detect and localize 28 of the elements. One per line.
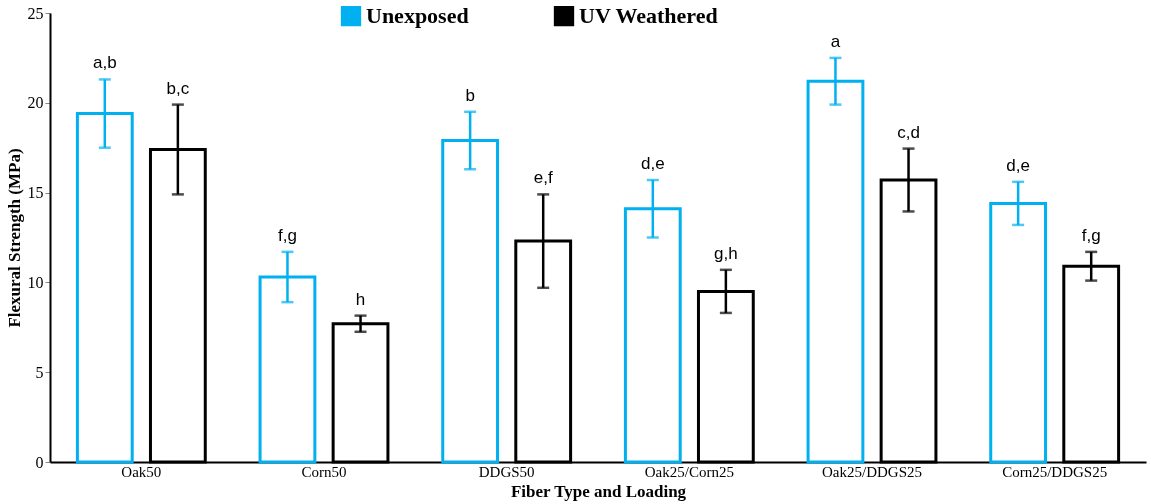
- data-label: c,d: [897, 122, 920, 142]
- data-label: b: [465, 85, 475, 105]
- data-label: e,f: [533, 168, 553, 188]
- data-label: a: [830, 31, 841, 51]
- x-tick-label: Corn50: [301, 463, 347, 480]
- legend-label: Unexposed: [366, 3, 469, 29]
- y-tick-label: 0: [35, 453, 44, 471]
- legend-label: UV Weathered: [579, 3, 718, 29]
- data-label: f,g: [1081, 225, 1101, 245]
- y-tick-label: 20: [27, 94, 44, 112]
- data-label: g,h: [714, 243, 738, 263]
- data-label: d,e: [1006, 155, 1030, 175]
- data-label: f,g: [278, 225, 297, 245]
- y-tick-label: 25: [27, 4, 44, 22]
- data-label: d,e: [640, 154, 665, 174]
- x-axis-title: Fiber Type and Loading: [510, 481, 687, 501]
- x-tick-label: Oak25/DDGS25: [822, 463, 922, 480]
- y-tick-label: 10: [27, 273, 44, 291]
- x-tick-label: Oak50: [121, 463, 162, 480]
- data-label: h: [355, 289, 366, 309]
- data-label: b,c: [166, 78, 190, 98]
- y-tick-label: 15: [27, 184, 44, 202]
- x-tick-label: Corn25/DDGS25: [1002, 463, 1108, 480]
- y-axis-title: Flexural Strength (MPa): [4, 148, 24, 328]
- x-tick-label: DDGS50: [478, 463, 535, 480]
- y-tick-label: 5: [35, 363, 44, 381]
- x-tick-label: Oak25/Corn25: [644, 463, 734, 480]
- data-label: a,b: [92, 53, 117, 73]
